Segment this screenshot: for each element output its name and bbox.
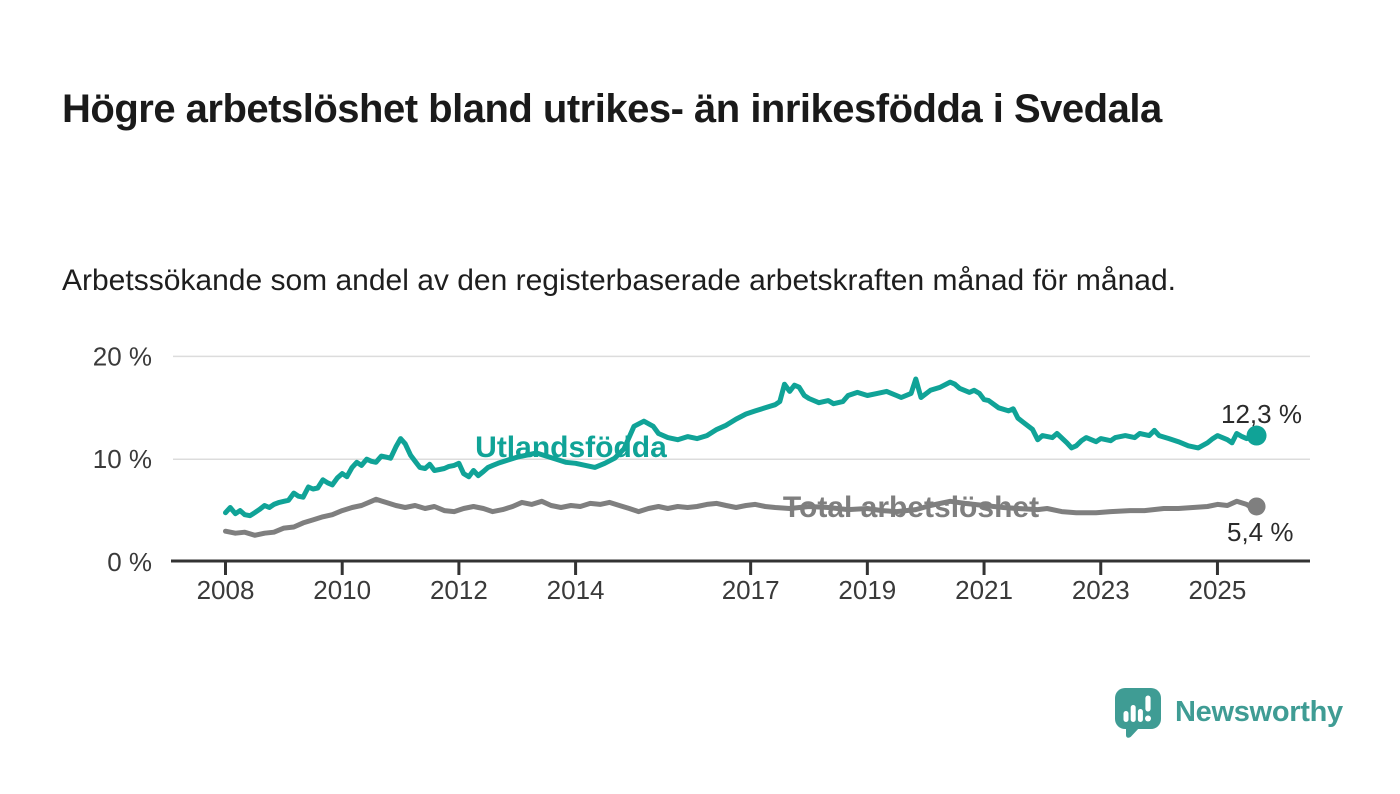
gridlines [173, 355, 1310, 460]
end-value-label-total-arbetsloshet: 5,4 % [1227, 517, 1294, 547]
x-axis-tick-label: 2010 [313, 575, 371, 605]
series-label-utlandsfodda: Utlandsfödda [475, 431, 667, 464]
x-axis-tick-label: 2023 [1072, 575, 1130, 605]
series-end-dot-utlandsfodda [1246, 425, 1267, 446]
series-line-total-arbetsloshet [223, 496, 1259, 538]
x-axis-tick-label: 2021 [955, 575, 1013, 605]
x-axis-tick-label: 2012 [430, 575, 488, 605]
chart-subtitle: Arbetssökande som andel av den registerb… [62, 264, 1176, 297]
x-axis-tick-label: 2017 [722, 575, 780, 605]
series-label-total-arbetsloshet: Total arbetslöshet [783, 491, 1039, 524]
y-axis-tick-label: 0 % [107, 547, 152, 577]
axes: 0 % 10 % 20 % 2008 2010 2012 2014 2017 2019 2021 2… [93, 341, 1310, 605]
y-axis-tick-label: 20 % [93, 341, 152, 371]
y-axis-tick-label: 10 % [93, 444, 152, 474]
x-axis-tick-label: 2019 [838, 575, 896, 605]
series-end-dot-total-arbetsloshet [1247, 497, 1266, 516]
end-value-label-utlandsfodda: 12,3 % [1221, 399, 1302, 429]
newsworthy-logo: Newsworthy [1112, 686, 1343, 738]
x-axis-tick-label: 2014 [547, 575, 605, 605]
x-axis-tick-label: 2008 [197, 575, 255, 605]
series-lines [223, 376, 1267, 538]
newsworthy-speech-bubble-bar-chart-icon [1115, 688, 1161, 738]
series-line-utlandsfodda [223, 376, 1259, 519]
x-axis-tick-label: 2025 [1189, 575, 1247, 605]
page-title: Högre arbetslöshet bland utrikes- än inr… [62, 86, 1162, 131]
newsworthy-logo-text: Newsworthy [1175, 695, 1343, 728]
